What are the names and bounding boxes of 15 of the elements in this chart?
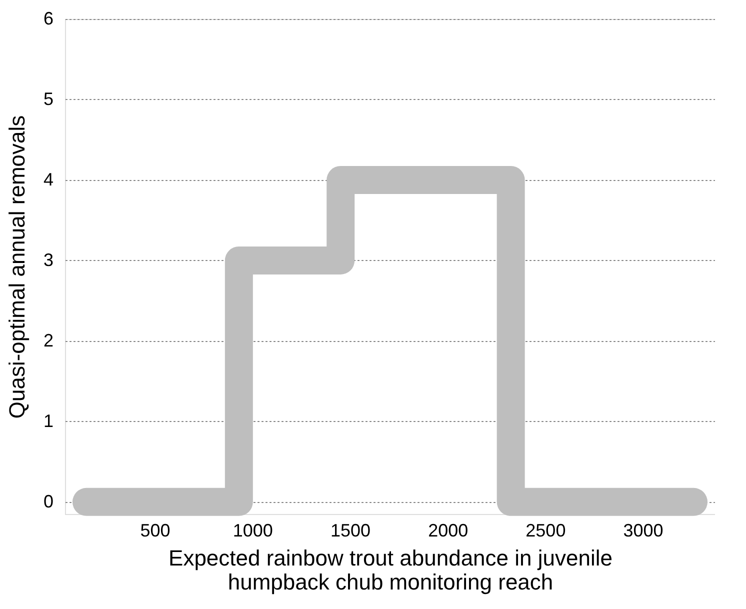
x-tick-label: 3000 xyxy=(623,520,664,540)
y-tick-label: 4 xyxy=(43,169,54,190)
y-tick-label: 6 xyxy=(43,8,54,28)
x-tick-label: 1000 xyxy=(232,520,273,540)
y-tick-label: 3 xyxy=(43,250,54,270)
x-tick-label: 2500 xyxy=(526,520,566,540)
y-tick-label: 5 xyxy=(43,88,54,109)
y-tick-label: 0 xyxy=(43,491,54,512)
y-axis-title: Quasi-optimal annual removals xyxy=(4,115,30,419)
x-tick-label: 1500 xyxy=(330,520,371,540)
x-tick-label: 2000 xyxy=(428,520,468,540)
x-tick-label: 500 xyxy=(140,520,170,540)
y-tick-label: 2 xyxy=(43,330,54,350)
x-axis-title: Expected rainbow trout abundance in juvenile humpback chub monitoring reach xyxy=(168,546,612,594)
y-tick-label: 1 xyxy=(43,410,54,431)
